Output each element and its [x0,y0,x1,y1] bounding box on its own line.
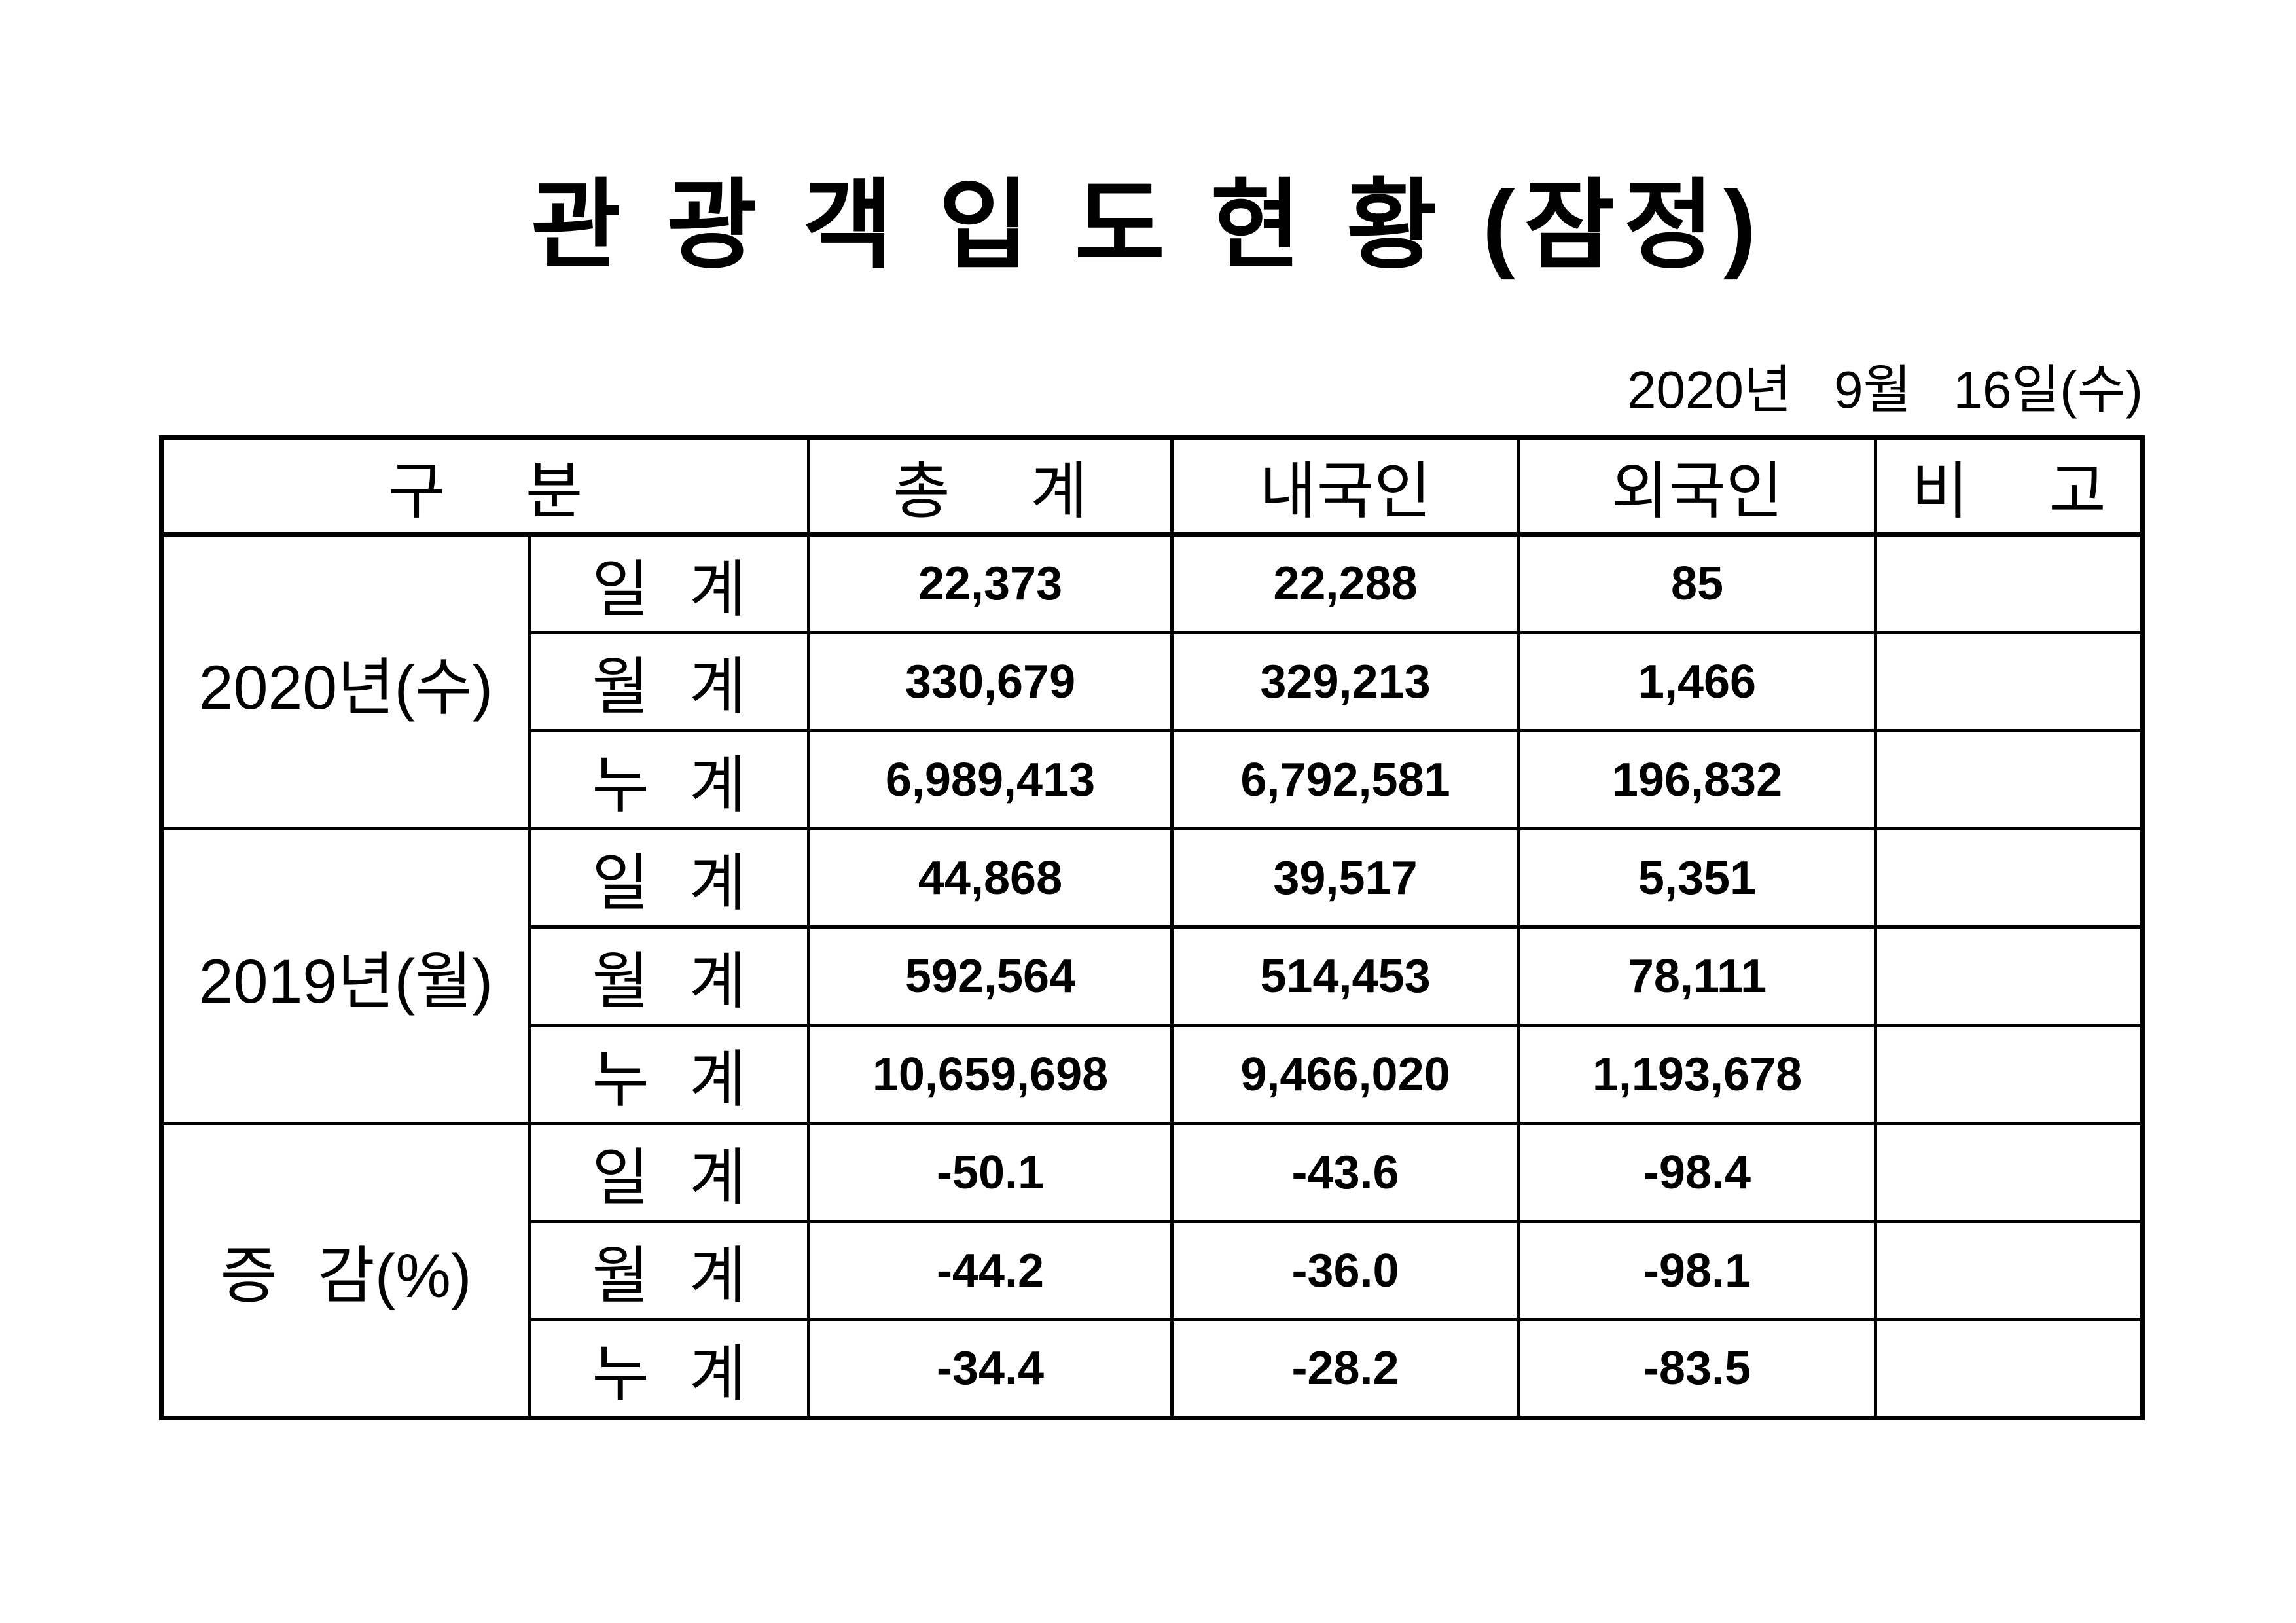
col-header-category: 구 분 [160,436,810,537]
row-label: 일 계 [528,827,810,929]
value-cell: 514,453 [1170,925,1520,1027]
value-cell: -34.4 [807,1318,1174,1419]
table-row: 월 계 330,679 329,213 1,466 [162,631,2144,732]
value-cell: 1,466 [1517,631,1877,732]
row-label: 월 계 [528,1220,810,1321]
table-row: 증 감(%) 일 계 -50.1 -43.6 -98.4 [160,1122,2144,1419]
row-label: 월 계 [528,925,810,1027]
note-cell [1874,925,2144,1027]
col-header-note: 비 고 [1874,436,2144,537]
note-cell [1874,1220,2144,1321]
value-cell: 44,868 [807,827,1174,929]
value-cell: -83.5 [1517,1318,1877,1419]
row-label: 일 계 [528,533,810,634]
row-label: 누 계 [528,1024,810,1125]
col-header-total: 총 계 [807,436,1174,537]
note-cell [1874,631,2144,732]
value-cell: 39,517 [1170,827,1520,929]
table-row: 월 계 -44.2 -36.0 -98.1 [162,1220,2144,1321]
note-cell [1874,1122,2144,1223]
note-cell [1874,1318,2144,1419]
table-row: 누 계 10,659,698 9,466,020 1,193,678 [162,1024,2144,1125]
value-cell: -44.2 [807,1220,1174,1321]
row-label: 일 계 [528,1122,810,1223]
value-cell: 196,832 [1517,729,1877,830]
table-row: 누 계 6,989,413 6,792,581 196,832 [162,729,2144,830]
value-cell: -98.4 [1517,1122,1877,1223]
value-cell: 10,659,698 [807,1024,1174,1125]
value-cell: 6,792,581 [1170,729,1520,830]
value-cell: 5,351 [1517,827,1877,929]
row-label: 누 계 [528,729,810,830]
value-cell: -50.1 [807,1122,1174,1223]
row-label: 누 계 [528,1318,810,1419]
group-label-change: 증 감(%) [160,1122,531,1419]
value-cell: -36.0 [1170,1220,1520,1321]
group-label-2019: 2019년(월) [160,827,531,1125]
value-cell: 1,193,678 [1517,1024,1877,1125]
group-label-2020: 2020년(수) [160,533,531,830]
note-cell [1874,1024,2144,1125]
value-cell: 22,288 [1170,533,1520,634]
value-cell: 78,111 [1517,925,1877,1027]
col-header-domestic: 내국인 [1170,436,1520,537]
value-cell: 592,564 [807,925,1174,1027]
value-cell: -98.1 [1517,1220,1877,1321]
table-row: 누 계 -34.4 -28.2 -83.5 [162,1318,2144,1419]
col-header-foreign: 외국인 [1517,436,1877,537]
note-cell [1874,729,2144,830]
table-row: 2019년(월) 일 계 44,868 39,517 5,351 [160,827,2144,1125]
value-cell: 330,679 [807,631,1174,732]
header-row: 구 분 총 계 내국인 외국인 비 고 [160,436,2144,537]
report-date: 2020년 9월 16일(수) [1626,361,2143,419]
page-title: 관 광 객 입 도 현 황 (잠정) [531,170,1765,280]
value-cell: 329,213 [1170,631,1520,732]
value-cell: 9,466,020 [1170,1024,1520,1125]
table-row: 월 계 592,564 514,453 78,111 [162,925,2144,1027]
note-cell [1874,827,2144,929]
note-cell [1874,533,2144,634]
value-cell: -43.6 [1170,1122,1520,1223]
table-row: 2020년(수) 일 계 22,373 22,288 85 [160,533,2144,830]
value-cell: 6,989,413 [807,729,1174,830]
value-cell: 22,373 [807,533,1174,634]
value-cell: 85 [1517,533,1877,634]
row-label: 월 계 [528,631,810,732]
tourist-stats-table: 구 분 총 계 내국인 외국인 비 고 2020년(수) 일 계 22,373 … [159,435,2145,1420]
value-cell: -28.2 [1170,1318,1520,1419]
